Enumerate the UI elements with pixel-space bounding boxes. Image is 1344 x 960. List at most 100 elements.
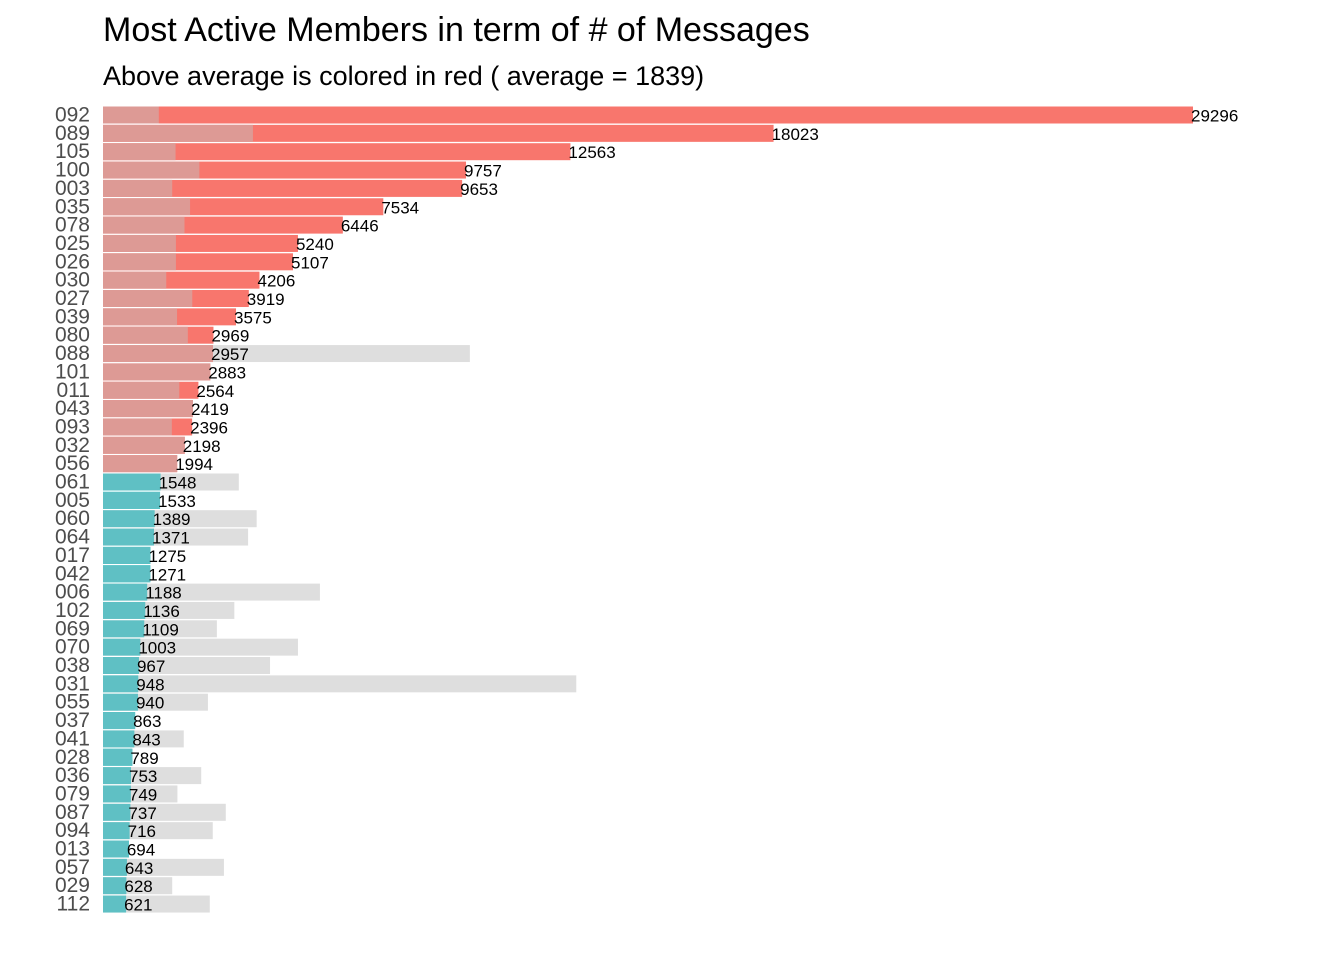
bar-group-030: 030 4206 [55, 269, 295, 292]
bar-group-094: 094 716 [55, 819, 213, 842]
bar-group-039: 039 3575 [55, 305, 272, 328]
bar-secondary-043 [103, 400, 194, 418]
bar-group-093: 093 2396 [55, 415, 228, 438]
chart-title: Most Active Members in term of # of Mess… [103, 11, 810, 49]
bar-094 [103, 822, 130, 840]
bar-secondary-070 [103, 638, 298, 656]
category-label-055: 055 [55, 691, 90, 714]
value-label-087: 737 [128, 804, 156, 823]
bar-group-087: 087 737 [55, 801, 226, 824]
bar-secondary-112 [103, 895, 210, 913]
value-label-029: 628 [124, 877, 152, 896]
value-label-025: 5240 [296, 235, 334, 254]
bar-061 [103, 473, 161, 491]
bar-group-061: 061 1548 [55, 471, 239, 494]
bar-088 [103, 345, 214, 363]
value-label-035: 7534 [381, 198, 419, 217]
bar-group-079: 079 749 [55, 782, 178, 805]
bar-secondary-028 [103, 748, 133, 766]
bar-group-017: 017 1275 [55, 544, 186, 567]
value-label-005: 1533 [158, 492, 196, 511]
bar-secondary-105 [103, 143, 176, 161]
category-label-028: 028 [55, 746, 90, 769]
value-label-088: 2957 [211, 345, 249, 364]
bar-group-070: 070 1003 [55, 636, 298, 659]
value-label-011: 2564 [196, 382, 234, 401]
bar-secondary-027 [103, 290, 193, 307]
bar-group-069: 069 1109 [55, 617, 217, 640]
category-label-070: 070 [55, 636, 90, 659]
value-label-112: 621 [124, 896, 152, 915]
bar-secondary-101 [103, 363, 211, 381]
bar-003 [103, 179, 463, 197]
bar-group-056: 056 1994 [55, 452, 213, 475]
bar-group-032: 032 2198 [55, 434, 221, 457]
bar-group-031: 031 948 [55, 672, 577, 695]
bar-group-013: 013 694 [55, 838, 155, 861]
category-label-087: 087 [55, 801, 90, 824]
bar-group-112: 112 621 [57, 893, 210, 916]
category-label-036: 036 [55, 764, 90, 787]
value-label-093: 2396 [190, 418, 228, 437]
bar-secondary-094 [103, 822, 213, 840]
bar-group-036: 036 753 [55, 764, 202, 787]
bar-secondary-080 [103, 326, 188, 344]
bar-036 [103, 767, 132, 785]
bar-group-027: 027 3919 [55, 287, 285, 310]
bar-secondary-042 [103, 565, 151, 583]
value-label-031: 948 [136, 675, 164, 694]
bar-group-037: 037 863 [55, 709, 162, 732]
category-label-092: 092 [55, 104, 90, 127]
category-label-026: 026 [55, 250, 90, 273]
bar-group-088: 088 2957 [55, 342, 470, 365]
category-label-005: 005 [55, 489, 90, 512]
value-label-032: 2198 [183, 437, 221, 456]
bar-secondary-038 [103, 657, 271, 674]
bar-092 [103, 106, 1193, 124]
category-label-094: 094 [55, 819, 90, 842]
value-label-057: 643 [125, 859, 153, 878]
bar-102 [103, 601, 146, 619]
bar-group-055: 055 940 [55, 691, 208, 714]
bar-secondary-011 [103, 381, 180, 399]
bar-secondary-057 [103, 858, 224, 876]
category-label-080: 080 [55, 324, 90, 347]
value-label-105: 12563 [568, 143, 615, 162]
value-label-100: 9757 [464, 162, 502, 181]
value-label-055: 940 [136, 694, 164, 713]
value-label-013: 694 [127, 841, 155, 860]
category-label-078: 078 [55, 214, 90, 237]
category-label-038: 038 [55, 654, 90, 677]
value-label-069: 1109 [142, 620, 179, 639]
value-label-078: 6446 [341, 217, 379, 236]
value-label-028: 789 [130, 749, 158, 768]
bar-group-025: 025 5240 [55, 232, 334, 255]
bar-group-028: 028 789 [55, 746, 159, 769]
value-label-039: 3575 [234, 308, 272, 327]
bar-group-092: 092 29296 [55, 104, 1238, 127]
bar-112 [103, 895, 127, 913]
bar-secondary-035 [103, 198, 191, 216]
value-label-094: 716 [128, 822, 156, 841]
bar-secondary-087 [103, 803, 226, 821]
bar-group-029: 029 628 [55, 874, 173, 897]
bar-group-011: 011 2564 [57, 379, 235, 402]
bar-group-041: 041 843 [55, 727, 184, 750]
category-label-032: 032 [55, 434, 90, 457]
value-label-089: 18023 [772, 125, 819, 144]
bar-038 [103, 657, 139, 674]
value-label-056: 1994 [175, 455, 213, 474]
bar-group-102: 102 1136 [55, 599, 235, 622]
bar-secondary-006 [103, 583, 320, 601]
value-label-030: 4206 [257, 272, 295, 291]
bar-secondary-089 [103, 124, 253, 142]
category-label-011: 011 [57, 379, 90, 402]
bar-079 [103, 785, 131, 803]
bar-group-038: 038 967 [55, 654, 271, 677]
value-label-026: 5107 [291, 253, 329, 272]
bar-group-060: 060 1389 [55, 507, 257, 530]
bar-secondary-013 [103, 840, 129, 858]
bar-secondary-030 [103, 271, 167, 289]
bar-group-005: 005 1533 [55, 489, 196, 512]
